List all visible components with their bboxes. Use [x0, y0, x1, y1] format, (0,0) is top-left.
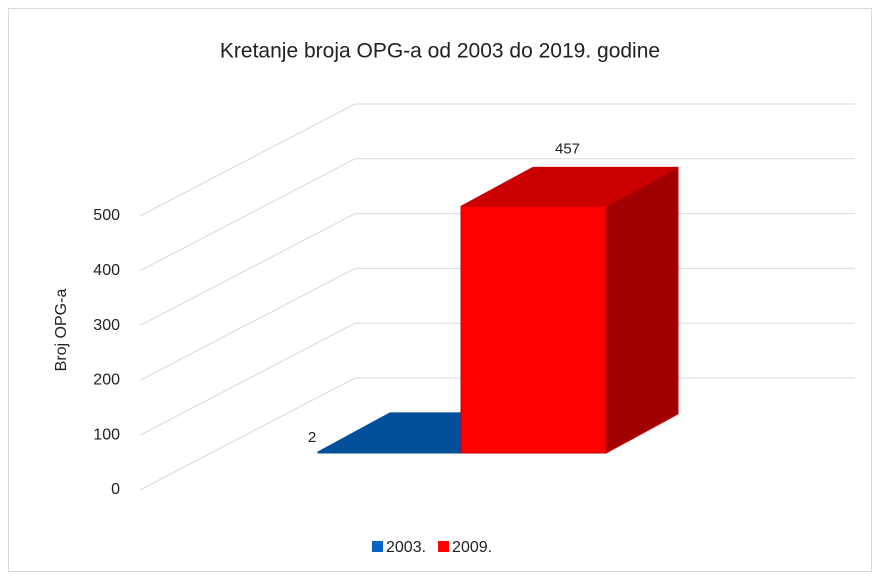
legend-label: 2009.	[452, 539, 492, 556]
y-axis-label: Broj OPG-a	[53, 289, 70, 372]
y-tick-label: 0	[111, 481, 120, 498]
grid-line	[139, 158, 356, 272]
y-tick-label: 100	[93, 426, 120, 443]
bar	[460, 166, 679, 454]
bar-side	[605, 166, 679, 454]
y-tick-label: 400	[93, 262, 120, 279]
legend-swatch	[372, 541, 383, 552]
chart-border	[8, 8, 872, 572]
bar-front	[317, 451, 462, 454]
grid-line	[139, 377, 356, 491]
data-label: 2	[308, 429, 316, 446]
y-tick-label: 200	[93, 372, 120, 389]
legend-swatch	[438, 541, 450, 552]
bar-front	[460, 205, 607, 454]
chart-title: Kretanje broja OPG-a od 2003 do 2019. go…	[220, 40, 660, 63]
grid-line	[139, 322, 356, 436]
legend-label: 2003.	[386, 539, 426, 556]
grid-line	[139, 267, 356, 381]
y-tick-label: 500	[93, 207, 120, 224]
y-tick-label: 300	[93, 317, 120, 334]
grid-line	[139, 213, 356, 327]
data-label: 457	[555, 140, 580, 157]
grid-line	[139, 103, 356, 217]
